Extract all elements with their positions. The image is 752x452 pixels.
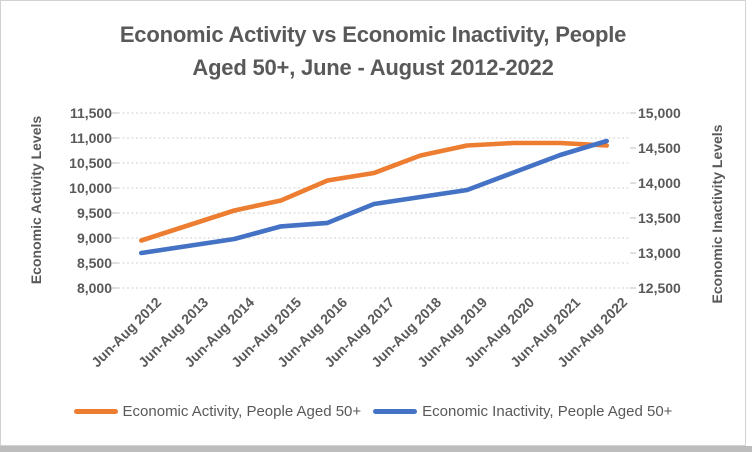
chart-legend: Economic Activity, People Aged 50+ Econom…	[0, 403, 746, 420]
series-line-activity	[139, 140, 610, 243]
left-axis-tick-label: 11,500	[69, 105, 112, 121]
left-axis-tick-label: 8,500	[76, 255, 112, 271]
right-axis-tick-label: 15,000	[638, 105, 681, 121]
right-axis-tick-label: 14,000	[638, 175, 681, 191]
left-axis-tick-label: 10,000	[69, 180, 112, 196]
bottom-strip	[0, 446, 752, 452]
legend-entry: Economic Inactivity, People Aged 50+	[373, 403, 672, 420]
right-axis-tick-label: 12,500	[638, 280, 681, 296]
right-axis-tick-label: 13,000	[638, 245, 681, 261]
left-axis-tick-label: 10,500	[69, 155, 112, 171]
left-axis-tick-label: 9,500	[76, 205, 112, 221]
legend-label: Economic Inactivity, People Aged 50+	[422, 403, 673, 420]
legend-label: Economic Activity, People Aged 50+	[122, 403, 362, 420]
right-axis-tick-label: 14,500	[638, 140, 681, 156]
chart-title-line2: Aged 50+, June - August 2012-2022	[192, 55, 554, 80]
chart-title-line1: Economic Activity vs Economic Inactivity…	[119, 22, 627, 47]
left-axis-tick-label: 9,000	[76, 230, 112, 246]
legend-line-swatch	[73, 409, 118, 414]
legend-line-swatch	[373, 409, 418, 414]
legend-entry: Economic Activity, People Aged 50+	[73, 403, 362, 420]
left-axis-tick-label: 8,000	[76, 280, 112, 296]
series-line-inactivity	[139, 138, 610, 256]
chart-title: Economic Activity vs Economic Inactivity…	[0, 18, 746, 84]
chart-frame	[0, 0, 746, 446]
left-axis-tick-label: 11,000	[69, 130, 112, 146]
right-axis-tick-label: 13,500	[638, 210, 681, 226]
